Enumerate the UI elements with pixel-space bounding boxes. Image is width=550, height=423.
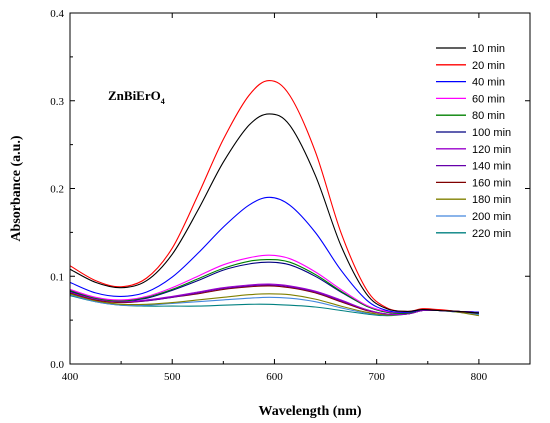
y-tick-label: 0.0 xyxy=(50,359,64,371)
series-line xyxy=(69,196,479,313)
sample-annotation: ZnBiErO4 xyxy=(108,88,165,106)
axis-ticks: 400 500 600 700 800 0.0 0.1 0.2 0.3 0.4 xyxy=(50,8,530,383)
x-tick-label: 600 xyxy=(266,371,283,383)
series-lines xyxy=(69,80,479,317)
x-tick-label: 800 xyxy=(471,371,488,383)
legend-label: 60 min xyxy=(472,93,505,105)
series-line xyxy=(69,80,479,314)
legend-label: 40 min xyxy=(472,77,505,89)
legend-label: 120 min xyxy=(472,144,511,156)
legend: 10 min 20 min 40 min 60 min 80 min 100 min 120… xyxy=(436,43,511,240)
x-axis-title: Wavelength (nm) xyxy=(258,404,361,419)
legend-label: 160 min xyxy=(472,177,511,189)
legend-label: 180 min xyxy=(472,194,511,206)
x-tick-label: 500 xyxy=(164,371,181,383)
legend-label: 20 min xyxy=(472,60,505,72)
y-axis-title: Absorbance (a.u.) xyxy=(9,135,24,242)
annotation-subscript: 4 xyxy=(161,97,165,106)
legend-label: 80 min xyxy=(472,110,505,122)
y-tick-label: 0.2 xyxy=(50,184,64,196)
legend-label: 220 min xyxy=(472,228,511,240)
legend-label: 100 min xyxy=(472,127,511,139)
legend-label: 140 min xyxy=(472,161,511,173)
series-line xyxy=(69,113,479,314)
annotation-main: ZnBiErO xyxy=(108,88,161,103)
x-tick-label: 400 xyxy=(62,371,79,383)
y-tick-label: 0.1 xyxy=(50,271,64,283)
series-line xyxy=(69,283,479,316)
x-tick-label: 700 xyxy=(368,371,385,383)
legend-label: 10 min xyxy=(472,43,505,55)
y-tick-label: 0.4 xyxy=(50,8,64,20)
y-tick-label: 0.3 xyxy=(50,96,64,108)
legend-label: 200 min xyxy=(472,211,511,223)
